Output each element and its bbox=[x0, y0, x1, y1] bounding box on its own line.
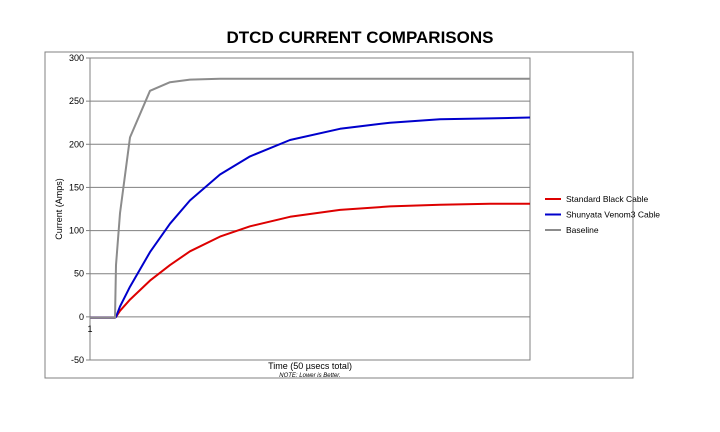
grid bbox=[90, 57, 530, 361]
legend-label: Standard Black Cable bbox=[566, 194, 648, 204]
y-tick-label: 100 bbox=[69, 226, 84, 236]
y-tick-label: -50 bbox=[71, 355, 84, 365]
y-tick-label: 50 bbox=[74, 269, 84, 279]
y-axis: -50 0 50 100 150 200 250 300 bbox=[69, 53, 90, 365]
x-tick-label: 1 bbox=[87, 324, 92, 334]
series-line-2 bbox=[90, 116, 531, 319]
y-tick-label: 250 bbox=[69, 96, 84, 106]
series-line-3 bbox=[90, 77, 530, 319]
y-tick-label: 300 bbox=[69, 53, 84, 63]
chart-title: DTCD CURRENT COMPARISONS bbox=[227, 28, 494, 47]
series-group bbox=[90, 77, 531, 319]
legend-label: Baseline bbox=[566, 225, 599, 235]
y-tick-label: 0 bbox=[79, 312, 84, 322]
y-tick-label: 200 bbox=[69, 139, 84, 149]
legend: Standard Black Cable Shunyata Venom3 Cabl… bbox=[545, 194, 660, 235]
x-axis-label: Time (50 µsecs total) bbox=[268, 361, 352, 371]
chart-frame bbox=[44, 51, 634, 379]
plot-area bbox=[89, 57, 531, 361]
legend-label: Shunyata Venom3 Cable bbox=[566, 210, 660, 220]
series-line-1 bbox=[90, 202, 530, 319]
y-tick-label: 150 bbox=[69, 182, 84, 192]
chart-note: NOTE: Lower is Better. bbox=[279, 373, 340, 379]
y-axis-label: Current (Amps) bbox=[54, 178, 64, 240]
